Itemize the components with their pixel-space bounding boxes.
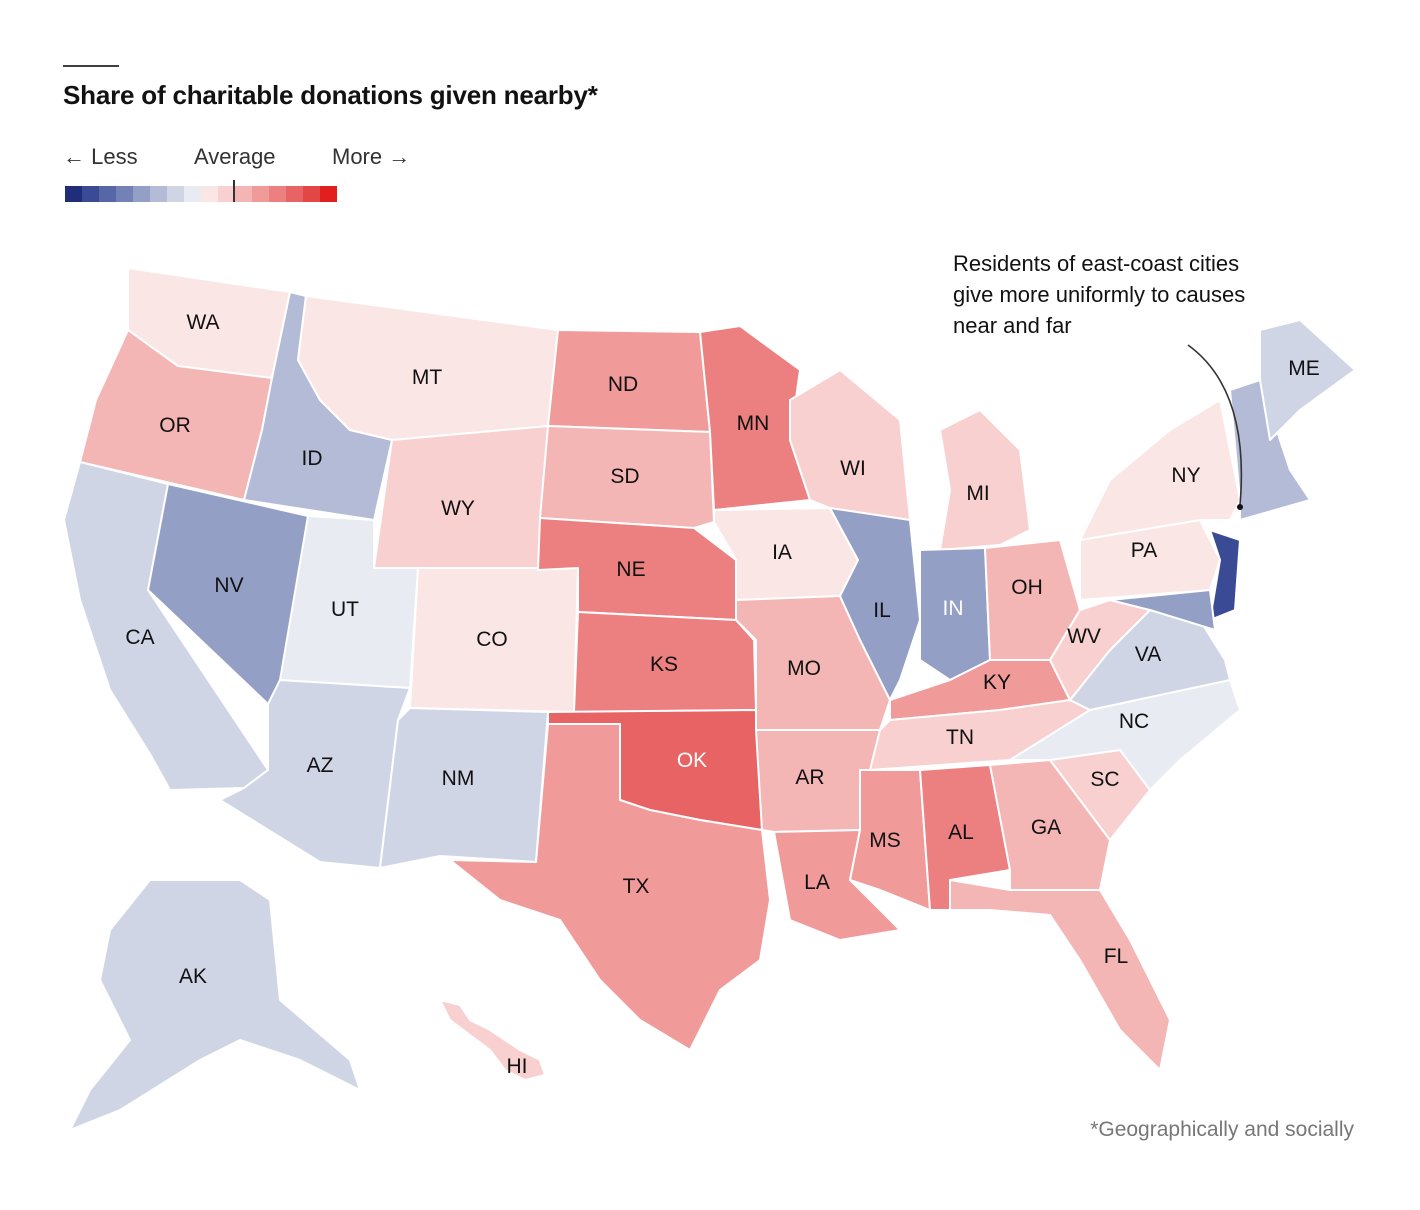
annotation-pointer-dot [1237, 504, 1243, 510]
state-MI [939, 409, 1031, 551]
state-SD [539, 425, 715, 529]
state-label-wa: WA [186, 311, 219, 334]
state-label-fl: FL [1104, 945, 1129, 968]
legend-swatch [65, 186, 82, 202]
legend-swatch [167, 186, 184, 202]
state-label-mn: MN [737, 412, 770, 435]
state-label-tn: TN [946, 726, 974, 749]
state-label-hi: HI [507, 1055, 528, 1078]
state-label-la: LA [804, 871, 830, 894]
legend-less-label: ← Less [63, 144, 138, 169]
state-AK [69, 879, 361, 1131]
state-label-ar: AR [795, 766, 824, 789]
state-label-mt: MT [412, 366, 442, 389]
state-label-mo: MO [787, 657, 821, 680]
legend-more-label: More → [332, 144, 411, 169]
state-label-wi: WI [840, 457, 866, 480]
state-label-tx: TX [623, 875, 650, 898]
state-label-ca: CA [125, 626, 154, 649]
state-label-ny: NY [1171, 464, 1200, 487]
state-ME [1259, 319, 1356, 441]
legend-swatch [252, 186, 269, 202]
footnote: *Geographically and socially [1090, 1118, 1354, 1141]
legend-swatch [303, 186, 320, 202]
state-label-ok: OK [677, 749, 707, 772]
state-label-or: OR [159, 414, 191, 437]
state-label-ne: NE [616, 558, 645, 581]
state-label-wv: WV [1067, 625, 1101, 648]
state-FL [949, 879, 1171, 1071]
state-label-ky: KY [983, 671, 1011, 694]
state-label-ak: AK [179, 965, 207, 988]
state-label-mi: MI [966, 482, 989, 505]
state-label-va: VA [1135, 643, 1161, 666]
state-NY [1079, 399, 1241, 541]
state-label-me: ME [1288, 357, 1320, 380]
annotation-east-coast: Residents of east-coast cities give more… [953, 251, 1246, 338]
state-label-id: ID [302, 447, 323, 470]
legend-swatch [201, 186, 218, 202]
legend-swatch [150, 186, 167, 202]
state-label-ms: MS [869, 829, 901, 852]
state-label-al: AL [948, 821, 974, 844]
legend-color-scale [65, 186, 337, 202]
state-MD [1109, 589, 1216, 631]
state-label-nc: NC [1119, 710, 1149, 733]
state-label-ks: KS [650, 653, 678, 676]
state-HI [439, 999, 546, 1081]
legend-swatch [184, 186, 201, 202]
legend-swatch [99, 186, 116, 202]
legend-swatch [133, 186, 150, 202]
legend-swatch [235, 186, 252, 202]
state-label-co: CO [476, 628, 508, 651]
title-rule [63, 65, 119, 67]
legend-average-tick [233, 180, 235, 202]
legend-swatch [269, 186, 286, 202]
legend-swatch [82, 186, 99, 202]
state-label-az: AZ [307, 754, 334, 777]
chart-title: Share of charitable donations given near… [63, 80, 598, 110]
state-label-il: IL [873, 599, 891, 622]
annotation-pointer-line [1187, 344, 1243, 506]
state-label-nd: ND [608, 373, 638, 396]
state-label-in: IN [943, 597, 964, 620]
state-label-sc: SC [1090, 768, 1119, 791]
legend-swatch [116, 186, 133, 202]
state-label-ia: IA [772, 541, 792, 564]
legend-swatch [218, 186, 235, 202]
state-NJ [1209, 529, 1241, 621]
state-label-sd: SD [610, 465, 639, 488]
state-AZ [219, 679, 411, 869]
legend-swatch [320, 186, 337, 202]
state-label-oh: OH [1011, 576, 1043, 599]
legend-swatch [286, 186, 303, 202]
state-label-ut: UT [331, 598, 359, 621]
state-label-wy: WY [441, 497, 475, 520]
state-label-ga: GA [1031, 816, 1061, 839]
state-label-nm: NM [442, 767, 475, 790]
state-label-pa: PA [1131, 539, 1157, 562]
state-label-nv: NV [214, 574, 243, 597]
legend-average-label: Average [194, 144, 276, 169]
state-TX [449, 723, 771, 1051]
